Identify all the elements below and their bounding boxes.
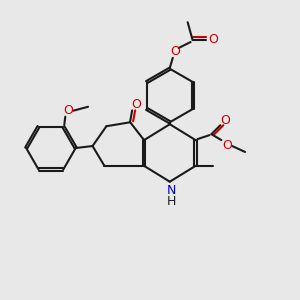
Text: H: H bbox=[167, 195, 176, 208]
Text: O: O bbox=[208, 32, 218, 46]
Text: N: N bbox=[167, 184, 176, 197]
Text: O: O bbox=[220, 114, 230, 127]
Text: O: O bbox=[131, 98, 141, 111]
Text: O: O bbox=[63, 104, 73, 117]
Text: O: O bbox=[222, 139, 232, 152]
Text: O: O bbox=[170, 45, 180, 58]
